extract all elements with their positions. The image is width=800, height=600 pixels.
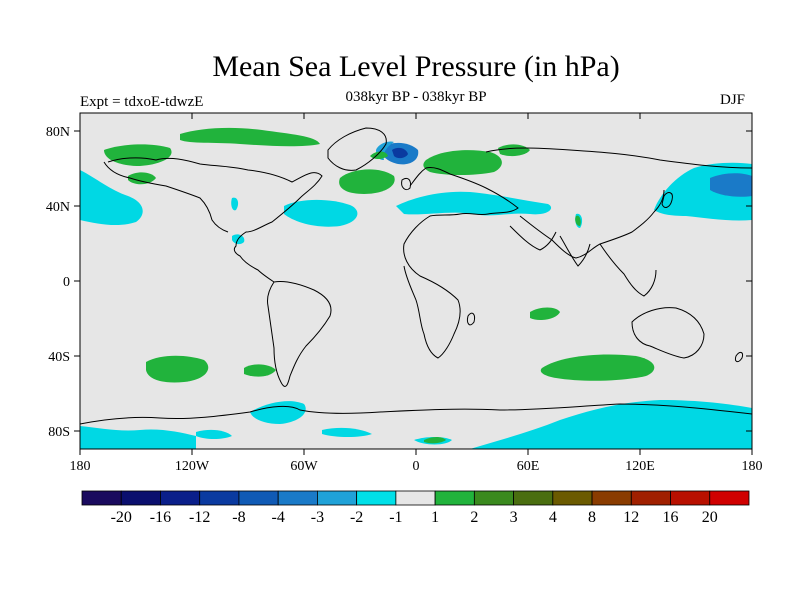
colorbar-label: 3 <box>510 509 518 526</box>
colorbar-swatch <box>552 490 593 506</box>
north-america-coast <box>107 157 323 283</box>
barents-high <box>498 144 530 157</box>
lon-tick-120w: 120W <box>175 459 210 474</box>
longitude-axis: 180 120W 60W 0 60E 120E 180 <box>70 449 763 474</box>
colorbar-label: -4 <box>272 509 285 526</box>
lat-tick-80n: 80N <box>46 125 70 140</box>
lat-tick-40s: 40S <box>48 350 70 365</box>
japan-coast <box>661 192 673 208</box>
south-pacific-high <box>146 355 209 383</box>
antarctic-patch-a <box>196 429 232 439</box>
right-tick-marks <box>746 130 752 432</box>
south-america-coast <box>267 281 332 387</box>
lon-tick-180w: 180 <box>70 459 91 474</box>
south-atlantic-small-high <box>244 364 276 377</box>
antarctic-indian-low <box>470 400 752 449</box>
colorbar-label: 2 <box>470 509 478 526</box>
colorbar-label: 8 <box>588 509 596 526</box>
greenland-coast <box>327 127 387 171</box>
colorbar-label: 12 <box>623 509 639 526</box>
antarctic-pacific-low <box>80 426 196 449</box>
lon-tick-60e: 60E <box>517 459 540 474</box>
eurasia-atlantic-low <box>396 191 552 216</box>
australia-coast <box>631 307 705 359</box>
strong-negative-regions <box>376 141 752 197</box>
arabia-india-coast <box>509 225 591 267</box>
colorbar-swatch <box>199 490 240 506</box>
colorbar-swatch <box>670 490 711 506</box>
colorbar-swatch <box>81 490 122 506</box>
antarctic-patch-b <box>322 427 372 437</box>
colorbar-label: 20 <box>702 509 718 526</box>
colorbar-label: 16 <box>663 509 679 526</box>
experiment-label: Expt = tdxoE-tdwzE <box>80 94 204 110</box>
colorbar-label: -20 <box>111 509 132 526</box>
colorbar-swatch <box>434 490 475 506</box>
iceland-low-center <box>392 147 408 159</box>
colorbar-label: -3 <box>311 509 324 526</box>
colorbar <box>81 490 750 506</box>
colorbar-swatch <box>513 490 554 506</box>
indian-ocean-small-high <box>530 307 560 320</box>
north-atlantic-west-low <box>284 199 358 227</box>
season-label: DJF <box>720 92 746 108</box>
lat-tick-80s: 80S <box>48 425 70 440</box>
colorbar-swatch <box>630 490 671 506</box>
colorbar-label: -12 <box>189 509 210 526</box>
lon-tick-120e: 120E <box>625 459 655 474</box>
alaska-coast <box>103 161 229 233</box>
colorbar-label: -8 <box>232 509 245 526</box>
colorbar-labels: -20 -16 -12 -8 -4 -3 -2 -1 1 2 3 4 8 12 16 20 <box>111 509 718 526</box>
madagascar-coast <box>467 312 475 326</box>
colorbar-swatch <box>277 490 318 506</box>
colorbar-swatch <box>591 490 632 506</box>
colorbar-label: -16 <box>150 509 171 526</box>
figure-title: Mean Sea Level Pressure (in hPa) <box>212 50 620 83</box>
scandinavia-high <box>423 150 502 175</box>
colorbar-swatch <box>473 490 514 506</box>
latitude-axis: 80N 40N 0 40S 80S <box>46 125 80 440</box>
siberia-small-high <box>575 215 581 226</box>
map-background <box>80 113 752 449</box>
lon-tick-60w: 60W <box>290 459 318 474</box>
colorbar-swatch <box>160 490 201 506</box>
lon-tick-180e: 180 <box>742 459 763 474</box>
north-pacific-west-low <box>80 170 143 226</box>
new-zealand-coast <box>735 351 743 363</box>
colorbar-label: -1 <box>389 509 402 526</box>
colorbar-swatch <box>238 490 279 506</box>
canadian-archipelago-high <box>180 127 320 147</box>
mexico-small-low <box>231 197 239 211</box>
colorbar-label: 4 <box>549 509 557 526</box>
top-tick-marks <box>191 113 641 119</box>
antarctica-coast <box>80 403 752 425</box>
lon-tick-0: 0 <box>413 459 420 474</box>
north-pacific-low-core <box>710 173 752 197</box>
colorbar-swatch <box>395 490 436 506</box>
colorbar-label: -2 <box>350 509 363 526</box>
coastlines <box>80 127 752 425</box>
lat-tick-40n: 40N <box>46 200 70 215</box>
arctic-canada-high <box>104 144 172 166</box>
central-atlantic-high <box>339 169 395 194</box>
colorbar-swatch <box>356 490 397 506</box>
south-indian-high <box>540 354 655 381</box>
map-plot-area <box>80 113 752 449</box>
period-label: 038kyr BP - 038kyr BP <box>345 89 487 105</box>
colorbar-label: 1 <box>431 509 439 526</box>
uk-coast <box>401 177 411 191</box>
positive-anomaly-regions <box>104 127 655 444</box>
colorbar-swatch <box>709 490 750 506</box>
europe-africa-coast <box>403 167 519 359</box>
colorbar-swatch <box>120 490 161 506</box>
colorbar-swatch <box>317 490 358 506</box>
lat-tick-0: 0 <box>63 275 70 290</box>
antarctic-small-high <box>424 437 446 444</box>
bering-small-high <box>128 172 156 185</box>
southeast-asia-coast <box>599 243 657 297</box>
